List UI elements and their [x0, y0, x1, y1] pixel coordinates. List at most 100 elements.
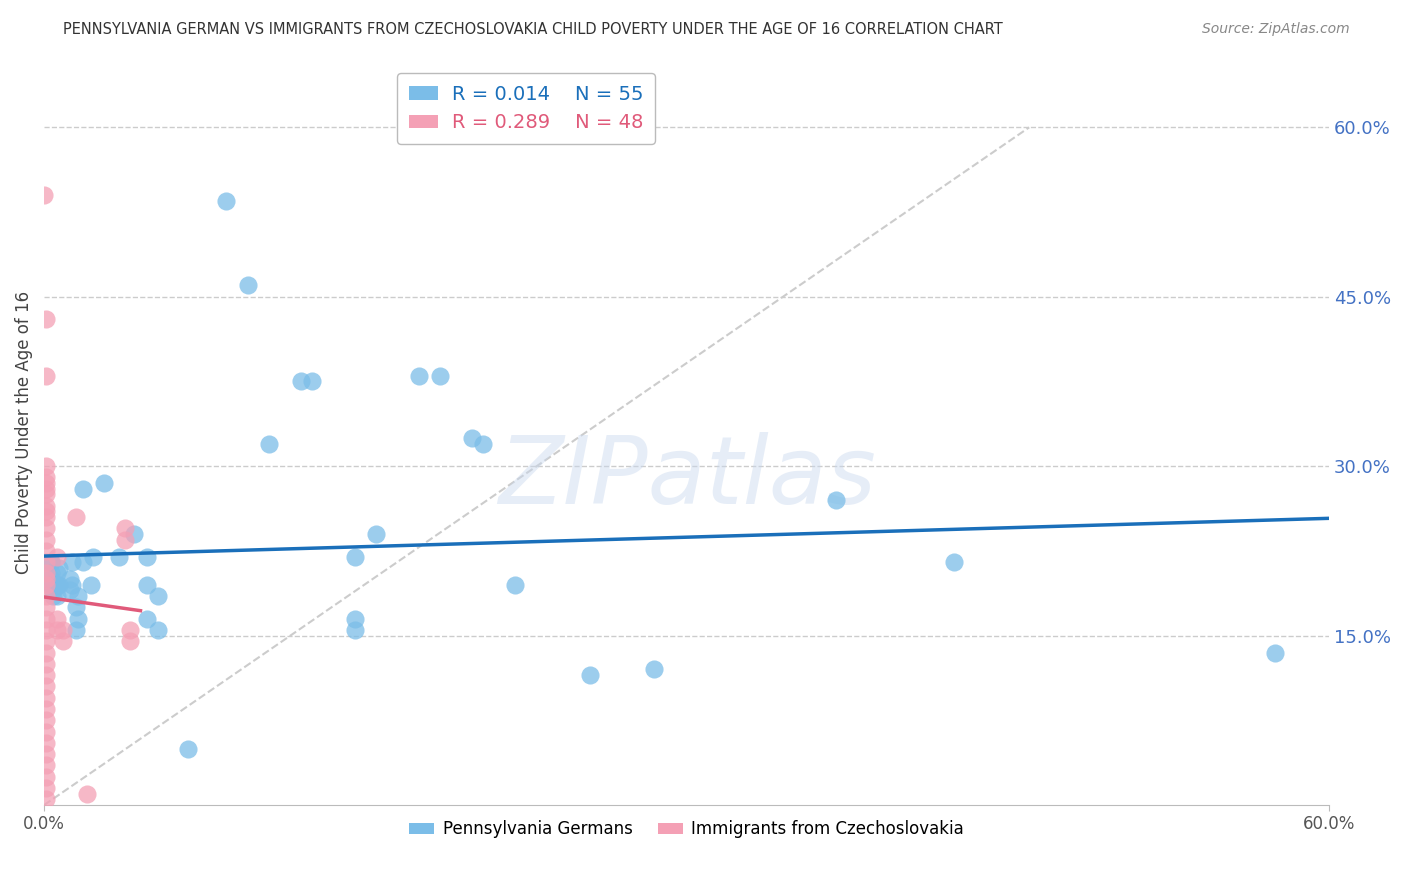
- Legend: Pennsylvania Germans, Immigrants from Czechoslovakia: Pennsylvania Germans, Immigrants from Cz…: [402, 814, 970, 845]
- Point: [35, 482, 58, 496]
- Point: [35, 747, 58, 761]
- Point: [35, 470, 58, 484]
- Point: [114, 533, 136, 547]
- Text: Source: ZipAtlas.com: Source: ZipAtlas.com: [1202, 22, 1350, 37]
- Point: [72, 555, 94, 569]
- Point: [82, 549, 104, 564]
- Point: [35, 476, 58, 491]
- Point: [35, 702, 58, 716]
- Point: [60, 578, 83, 592]
- Point: [39, 555, 62, 569]
- Point: [35, 578, 58, 592]
- Point: [46, 578, 69, 592]
- Point: [35, 646, 58, 660]
- Point: [48, 561, 70, 575]
- Point: [67, 612, 90, 626]
- Point: [301, 375, 323, 389]
- Point: [48, 578, 70, 592]
- Point: [32, 188, 55, 202]
- Point: [290, 375, 312, 389]
- Point: [364, 527, 387, 541]
- Point: [35, 770, 58, 784]
- Point: [135, 578, 157, 592]
- Point: [41, 578, 63, 592]
- Point: [35, 736, 58, 750]
- Point: [39, 572, 62, 586]
- Point: [80, 578, 103, 592]
- Point: [35, 634, 58, 648]
- Point: [579, 668, 602, 682]
- Point: [35, 758, 58, 772]
- Point: [59, 583, 82, 598]
- Point: [118, 623, 141, 637]
- Point: [41, 589, 63, 603]
- Point: [461, 431, 484, 445]
- Point: [65, 510, 87, 524]
- Point: [35, 566, 58, 581]
- Point: [35, 600, 58, 615]
- Point: [46, 578, 69, 592]
- Point: [35, 555, 58, 569]
- Point: [35, 521, 58, 535]
- Point: [135, 612, 157, 626]
- Point: [35, 499, 58, 513]
- Point: [35, 623, 58, 637]
- Point: [41, 583, 63, 598]
- Point: [146, 589, 169, 603]
- Point: [503, 578, 526, 592]
- Point: [35, 657, 58, 671]
- Point: [146, 623, 169, 637]
- Point: [825, 493, 848, 508]
- Point: [67, 589, 90, 603]
- Point: [52, 634, 75, 648]
- Point: [35, 572, 58, 586]
- Point: [76, 787, 98, 801]
- Point: [35, 459, 58, 474]
- Point: [429, 368, 451, 383]
- Point: [35, 680, 58, 694]
- Point: [643, 663, 665, 677]
- Point: [35, 612, 58, 626]
- Point: [46, 612, 69, 626]
- Point: [35, 792, 58, 806]
- Point: [93, 476, 115, 491]
- Point: [39, 578, 62, 592]
- Point: [46, 623, 69, 637]
- Y-axis label: Child Poverty Under the Age of 16: Child Poverty Under the Age of 16: [15, 291, 32, 574]
- Point: [343, 549, 366, 564]
- Point: [343, 623, 366, 637]
- Point: [472, 436, 495, 450]
- Point: [1264, 646, 1286, 660]
- Point: [35, 533, 58, 547]
- Point: [35, 312, 58, 326]
- Point: [236, 278, 259, 293]
- Point: [108, 549, 131, 564]
- Point: [46, 589, 69, 603]
- Point: [46, 566, 69, 581]
- Point: [35, 510, 58, 524]
- Point: [35, 368, 58, 383]
- Point: [65, 600, 87, 615]
- Point: [408, 368, 430, 383]
- Point: [35, 589, 58, 603]
- Point: [135, 549, 157, 564]
- Point: [39, 566, 62, 581]
- Text: PENNSYLVANIA GERMAN VS IMMIGRANTS FROM CZECHOSLOVAKIA CHILD POVERTY UNDER THE AG: PENNSYLVANIA GERMAN VS IMMIGRANTS FROM C…: [63, 22, 1002, 37]
- Point: [35, 487, 58, 501]
- Point: [35, 780, 58, 795]
- Point: [65, 623, 87, 637]
- Point: [39, 555, 62, 569]
- Point: [46, 549, 69, 564]
- Point: [72, 482, 94, 496]
- Point: [35, 544, 58, 558]
- Point: [35, 724, 58, 739]
- Point: [35, 668, 58, 682]
- Point: [35, 714, 58, 728]
- Point: [52, 623, 75, 637]
- Point: [176, 741, 198, 756]
- Text: ZIPatlas: ZIPatlas: [498, 432, 876, 523]
- Point: [46, 578, 69, 592]
- Point: [60, 555, 83, 569]
- Point: [35, 690, 58, 705]
- Point: [215, 194, 238, 208]
